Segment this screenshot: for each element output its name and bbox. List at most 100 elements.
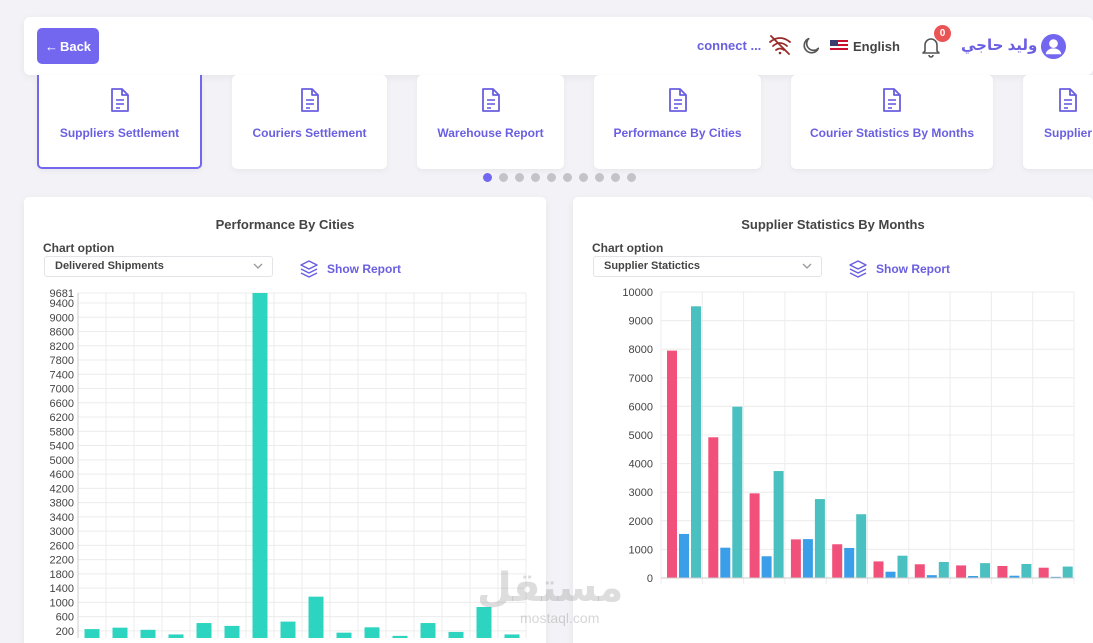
document-icon	[883, 88, 901, 112]
y-tick-label: 2000	[629, 516, 653, 528]
y-tick-label: 1400	[50, 583, 74, 595]
y-tick-label: 1000	[50, 597, 74, 609]
bar	[761, 556, 772, 578]
report-card-label: Supplier	[1043, 126, 1092, 140]
supplier-statistics-panel: Supplier Statistics By Months Chart opti…	[573, 197, 1093, 643]
language-selector[interactable]: English	[853, 39, 900, 54]
bar	[392, 635, 408, 638]
report-card[interactable]: Courier Statistics By Months	[791, 75, 993, 169]
watermark-logo: مستقل	[477, 566, 624, 610]
document-icon	[300, 88, 319, 112]
y-tick-label: 0	[647, 573, 653, 585]
y-tick-label: 5000	[629, 430, 653, 442]
y-tick-label: 6600	[50, 398, 74, 410]
bar	[196, 623, 212, 638]
bar	[336, 632, 352, 638]
bar	[926, 575, 937, 578]
chart-option-label: Chart option	[43, 241, 115, 255]
report-card[interactable]: Performance By Cities	[594, 75, 761, 169]
back-button-label: Back	[59, 38, 92, 54]
y-tick-label: 9000	[50, 312, 74, 324]
bar	[749, 493, 760, 578]
user-avatar-icon[interactable]	[1040, 33, 1067, 60]
layers-icon	[300, 260, 318, 278]
bar	[667, 350, 677, 578]
layers-icon	[849, 260, 867, 278]
show-report-button[interactable]: Show Report	[848, 259, 950, 279]
pagination-dot[interactable]	[547, 173, 556, 182]
moon-icon[interactable]	[800, 35, 822, 57]
user-name[interactable]: وليد حاجي	[961, 37, 1038, 54]
y-tick-label: 3000	[50, 526, 74, 538]
y-tick-label: 7000	[629, 373, 653, 385]
pagination-dot[interactable]	[483, 173, 492, 182]
y-tick-label: 6200	[50, 412, 74, 424]
y-tick-label: 3400	[50, 512, 74, 524]
show-report-button[interactable]: Show Report	[299, 259, 401, 279]
report-card-label: Suppliers Settlement	[59, 126, 180, 140]
y-tick-label: 8000	[629, 344, 653, 356]
bar	[790, 539, 801, 578]
report-card[interactable]: Couriers Settlement	[232, 75, 387, 169]
chart-option-value: Supplier Statictics	[604, 260, 700, 272]
bar	[476, 606, 492, 638]
report-card-label: Warehouse Report	[437, 126, 544, 140]
bar	[732, 406, 743, 578]
wifi-off-icon	[769, 35, 791, 55]
pagination-dot[interactable]	[515, 173, 524, 182]
bar	[968, 575, 979, 578]
report-card[interactable]: Suppliers Settlement	[37, 75, 202, 169]
bar	[420, 623, 436, 638]
chart-option-select[interactable]: Delivered Shipments	[44, 256, 273, 277]
chart-option-select[interactable]: Supplier Statictics	[593, 256, 822, 277]
bar	[938, 561, 949, 578]
bar	[997, 565, 1008, 578]
bar	[885, 571, 896, 578]
y-tick-label: 9400	[50, 298, 74, 310]
watermark-url: mostaql.com	[520, 610, 600, 626]
arrow-left-icon: ←	[44, 38, 58, 54]
document-icon	[481, 88, 500, 112]
pagination-dot[interactable]	[579, 173, 588, 182]
pagination-dot[interactable]	[531, 173, 540, 182]
y-tick-label: 600	[56, 612, 74, 624]
y-tick-label: 8200	[50, 341, 74, 353]
show-report-label: Show Report	[327, 262, 401, 276]
back-button[interactable]: ← Back	[37, 28, 99, 64]
bar	[112, 627, 128, 638]
document-icon	[110, 88, 129, 112]
pagination-dot[interactable]	[627, 173, 636, 182]
bar	[448, 631, 464, 638]
top-header: ← Back connect ... English 0 وليد حاجي	[24, 17, 1093, 75]
chart-option-value: Delivered Shipments	[55, 260, 164, 272]
bell-icon[interactable]	[921, 36, 941, 58]
y-tick-label: 1800	[50, 569, 74, 581]
report-card[interactable]: Supplier	[1023, 75, 1093, 169]
report-card-label: Courier Statistics By Months	[809, 126, 975, 140]
bar	[856, 514, 867, 578]
pagination-dot[interactable]	[499, 173, 508, 182]
bar	[956, 565, 967, 578]
show-report-label: Show Report	[876, 262, 950, 276]
pagination-dot[interactable]	[611, 173, 620, 182]
y-tick-label: 5800	[50, 426, 74, 438]
y-tick-label: 2200	[50, 555, 74, 567]
y-tick-label: 1000	[629, 544, 653, 556]
bar	[873, 561, 884, 578]
report-card[interactable]: Warehouse Report	[417, 75, 564, 169]
y-tick-label: 5400	[50, 441, 74, 453]
report-card-label: Couriers Settlement	[252, 126, 367, 140]
pagination-dot[interactable]	[595, 173, 604, 182]
performance-by-cities-panel: Performance By Cities Chart option Deliv…	[24, 197, 546, 643]
bar	[504, 634, 520, 638]
bar	[679, 533, 689, 578]
bar	[773, 471, 784, 578]
bar	[1050, 576, 1061, 578]
report-card-label: Performance By Cities	[613, 126, 742, 140]
carousel-pagination	[483, 173, 636, 182]
bar	[1038, 567, 1049, 578]
bar	[897, 555, 908, 578]
pagination-dot[interactable]	[563, 173, 572, 182]
us-flag-icon	[830, 40, 848, 52]
y-tick-label: 200	[56, 626, 74, 638]
